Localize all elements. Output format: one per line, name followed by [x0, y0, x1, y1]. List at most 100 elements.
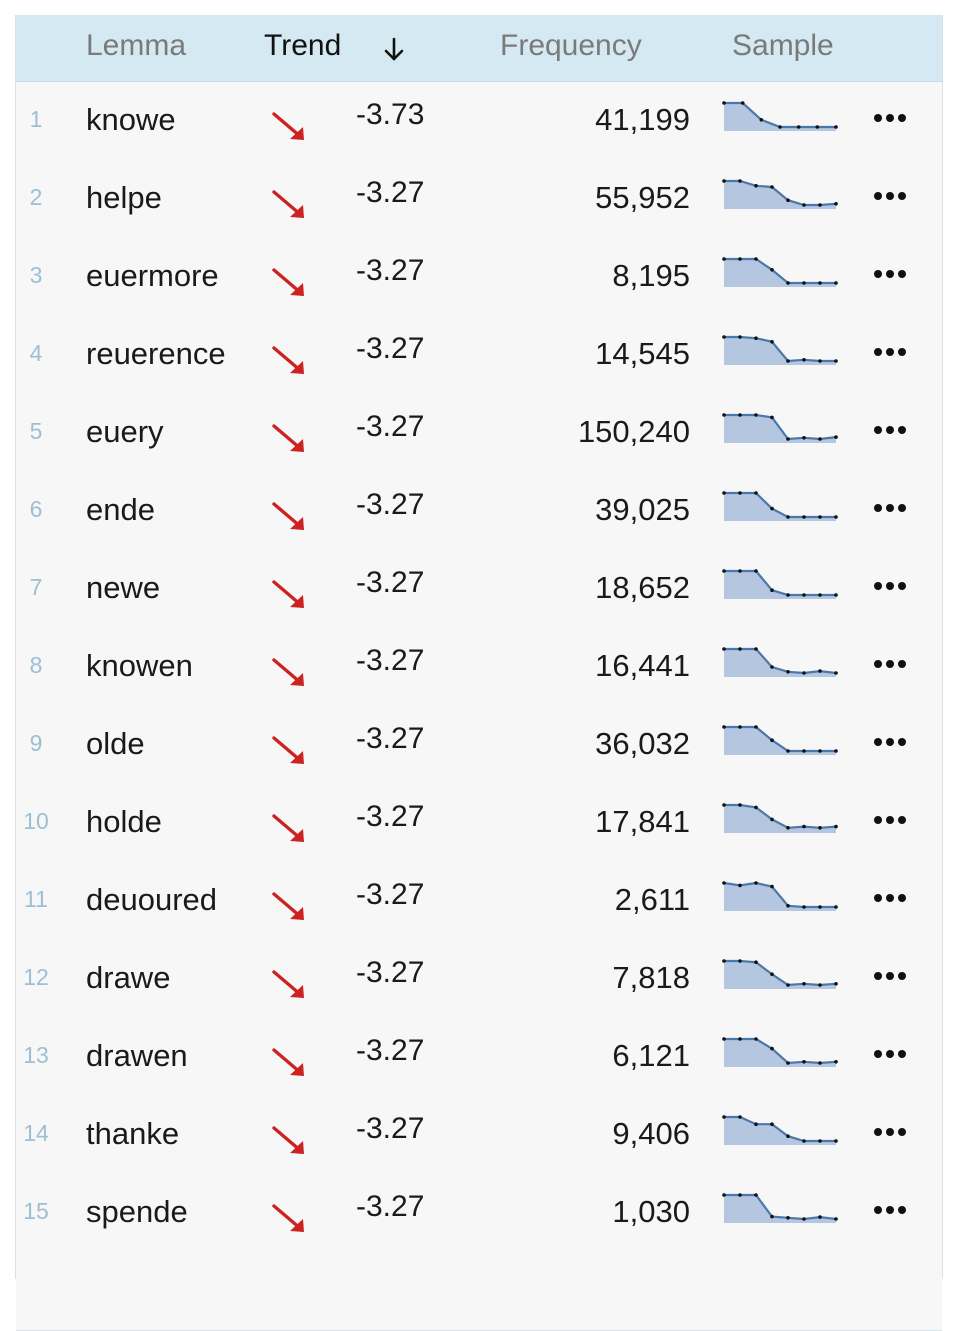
more-options-icon[interactable]: [872, 268, 908, 280]
more-options-icon[interactable]: [872, 892, 908, 904]
frequency-cell: 7,818: [612, 960, 690, 995]
table-row[interactable]: 6 ende -3.27 39,025: [16, 472, 942, 551]
table-row[interactable]: 14 thanke -3.27 9,406: [16, 1096, 942, 1175]
more-options-icon[interactable]: [872, 580, 908, 592]
sparkline-point: [738, 1037, 742, 1041]
sparkline-point: [834, 593, 838, 597]
column-header-sample[interactable]: Sample: [732, 29, 834, 62]
sparkline-point: [770, 1046, 774, 1051]
more-options-icon[interactable]: [872, 424, 908, 436]
lemma-cell[interactable]: spende: [86, 1194, 188, 1229]
more-options-icon[interactable]: [872, 1204, 908, 1216]
column-header-lemma[interactable]: Lemma: [86, 29, 187, 62]
sample-sparkline[interactable]: [721, 724, 839, 756]
sparkline-point: [722, 959, 726, 963]
sparkline-point: [770, 506, 774, 511]
table-row[interactable]: 13 drawen -3.27 6,121: [16, 1018, 942, 1097]
sparkline-point: [722, 101, 726, 105]
lemma-cell[interactable]: deuoured: [86, 882, 218, 917]
table-row[interactable]: 7 newe -3.27 18,652: [16, 550, 942, 629]
sample-sparkline[interactable]: [721, 334, 839, 366]
sparkline-point: [834, 1217, 838, 1221]
lemma-cell[interactable]: knowen: [86, 648, 193, 683]
lemma-cell[interactable]: thanke: [86, 1116, 180, 1151]
sparkline-point: [834, 125, 838, 129]
sample-sparkline[interactable]: [721, 100, 839, 132]
sample-sparkline[interactable]: [721, 880, 839, 912]
more-options-icon[interactable]: [872, 736, 908, 748]
lemma-cell[interactable]: holde: [86, 804, 162, 839]
lemma-cell[interactable]: drawen: [86, 1038, 188, 1073]
table-row[interactable]: 15 spende -3.27 1,030: [16, 1174, 942, 1253]
sparkline-point: [738, 413, 742, 417]
frequency-cell: 14,545: [595, 336, 690, 371]
sample-sparkline[interactable]: [721, 178, 839, 210]
sparkline-line: [724, 725, 836, 753]
table-row[interactable]: 4 reuerence -3.27 14,545: [16, 316, 942, 395]
sparkline-point: [754, 725, 758, 729]
sparkline-point: [818, 281, 822, 285]
trend-value: -3.27: [356, 332, 425, 365]
more-options-icon[interactable]: [872, 814, 908, 826]
sparkline-point: [754, 805, 758, 810]
sparkline-point: [786, 826, 790, 830]
sample-sparkline[interactable]: [721, 802, 839, 834]
sample-sparkline[interactable]: [721, 1192, 839, 1224]
more-options-icon[interactable]: [872, 502, 908, 514]
table-row[interactable]: 2 helpe -3.27 55,952: [16, 160, 942, 239]
lemma-cell[interactable]: ende: [86, 492, 155, 527]
trend-down-icon: [272, 1048, 304, 1076]
lemma-cell[interactable]: euermore: [86, 258, 219, 293]
lemma-cell[interactable]: newe: [86, 570, 161, 605]
sample-sparkline[interactable]: [721, 958, 839, 990]
sparkline-point: [770, 185, 774, 189]
table-row[interactable]: 10 holde -3.27 17,841: [16, 784, 942, 863]
table-row[interactable]: 11 deuoured -3.27 2,611: [16, 862, 942, 941]
lemma-cell[interactable]: knowe: [86, 102, 176, 137]
sparkline-point: [770, 1122, 774, 1126]
arrow-down-icon[interactable]: [381, 35, 407, 65]
row-index: 6: [29, 496, 43, 522]
sample-sparkline[interactable]: [721, 1036, 839, 1068]
sparkline-point: [786, 281, 790, 285]
column-header-trend[interactable]: Trend: [264, 29, 342, 62]
table-row[interactable]: 12 drawe -3.27 7,818: [16, 940, 942, 1019]
table-row[interactable]: 1 knowe -3.73 41,199: [16, 82, 942, 161]
sparkline-point: [818, 515, 822, 519]
lemma-cell[interactable]: reuerence: [86, 336, 226, 371]
column-header-frequency[interactable]: Frequency: [500, 29, 642, 62]
table-row[interactable]: 3 euermore -3.27 8,195: [16, 238, 942, 317]
sparkline-point: [770, 268, 774, 272]
lemma-cell[interactable]: drawe: [86, 960, 171, 995]
sparkline-point: [786, 749, 790, 753]
sparkline-point: [722, 257, 726, 261]
more-options-icon[interactable]: [872, 346, 908, 358]
lemma-cell[interactable]: helpe: [86, 180, 162, 215]
sample-sparkline[interactable]: [721, 412, 839, 444]
sparkline-area: [724, 571, 836, 599]
sample-sparkline[interactable]: [721, 256, 839, 288]
more-options-icon[interactable]: [872, 1048, 908, 1060]
table-row[interactable]: 9 olde -3.27 36,032: [16, 706, 942, 785]
more-options-icon[interactable]: [872, 190, 908, 202]
trend-value: -3.27: [356, 722, 425, 755]
row-index: 4: [29, 340, 43, 366]
sample-sparkline[interactable]: [721, 1114, 839, 1146]
sample-sparkline[interactable]: [721, 568, 839, 600]
sample-sparkline[interactable]: [721, 646, 839, 678]
sparkline-point: [834, 515, 838, 519]
sparkline-point: [834, 671, 838, 675]
sample-sparkline[interactable]: [721, 490, 839, 522]
table-row[interactable]: 8 knowen -3.27 16,441: [16, 628, 942, 707]
more-options-icon[interactable]: [872, 658, 908, 670]
lemma-cell[interactable]: euery: [86, 414, 164, 449]
more-options-icon[interactable]: [872, 970, 908, 982]
more-options-icon[interactable]: [872, 1126, 908, 1138]
sparkline-point: [802, 671, 806, 675]
more-options-icon[interactable]: [872, 112, 908, 124]
trend-value: -3.27: [356, 1190, 425, 1223]
lemma-cell[interactable]: olde: [86, 726, 145, 761]
sparkline-point: [754, 491, 758, 495]
table-row[interactable]: 5 euery -3.27 150,240: [16, 394, 942, 473]
sparkline-line: [724, 803, 837, 829]
